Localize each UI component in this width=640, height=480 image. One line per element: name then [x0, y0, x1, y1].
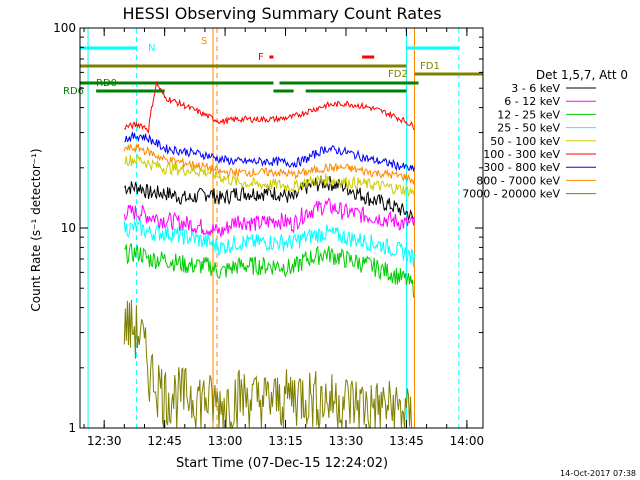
- legend-label: 800 - 7000 keV: [476, 174, 560, 187]
- legend-label: 300 - 800 keV: [483, 161, 560, 174]
- series-line: [123, 175, 415, 221]
- legend-label: 6 - 12 keV: [504, 95, 560, 108]
- plot-area: N S F FD1 FD2 RD0 RD6: [63, 28, 483, 430]
- flag-label: N: [148, 43, 155, 54]
- series-line: [124, 130, 415, 173]
- chart-title: HESSI Observing Summary Count Rates: [122, 4, 441, 23]
- flag-label: RD6: [63, 86, 84, 97]
- flag-label: RD0: [96, 78, 117, 89]
- series-line: [124, 81, 415, 134]
- x-tick-label: 13:30: [329, 434, 364, 448]
- legend-label: 100 - 300 keV: [483, 148, 560, 161]
- x-tick-label: 13:15: [268, 434, 303, 448]
- flag-label: FD2: [388, 69, 408, 80]
- y-axis-title-group: Count Rate (s⁻¹ detector⁻¹): [29, 148, 43, 311]
- legend-label: 3 - 6 keV: [511, 82, 560, 95]
- legend-title: Det 1,5,7, Att 0: [536, 68, 628, 82]
- series-line: [123, 197, 415, 238]
- x-tick-label: 14:00: [450, 434, 485, 448]
- series-line: [124, 243, 415, 299]
- flag-label: FD1: [420, 61, 440, 72]
- x-tick-label: 12:45: [147, 434, 182, 448]
- x-tick-label: 12:30: [87, 434, 122, 448]
- legend-label: 25 - 50 keV: [497, 122, 560, 135]
- timestamp-label: 14-Oct-2017 07:38: [560, 469, 636, 478]
- y-tick-label: 1: [68, 421, 76, 435]
- legend-label: 7000 - 20000 keV: [462, 188, 560, 201]
- x-tick-label: 13:00: [208, 434, 243, 448]
- series-line: [123, 219, 415, 268]
- legend-label: 12 - 25 keV: [497, 108, 560, 121]
- series-line: [124, 154, 415, 197]
- flag-label: F: [258, 52, 264, 63]
- y-tick-label: 10: [61, 221, 76, 235]
- series-line: [123, 143, 415, 185]
- flag-label: S: [201, 36, 207, 47]
- legend-label: 50 - 100 keV: [490, 135, 560, 148]
- series-line: [123, 299, 415, 430]
- x-axis-title: Start Time (07-Dec-15 12:24:02): [176, 456, 388, 471]
- axes: 12:30 12:45 13:00 13:15 13:30 13:45 14:00 1 10 10…: [53, 21, 484, 448]
- y-axis-title: Count Rate (s⁻¹ detector⁻¹): [29, 148, 43, 311]
- y-tick-label: 100: [53, 21, 76, 35]
- x-tick-label: 13:45: [389, 434, 424, 448]
